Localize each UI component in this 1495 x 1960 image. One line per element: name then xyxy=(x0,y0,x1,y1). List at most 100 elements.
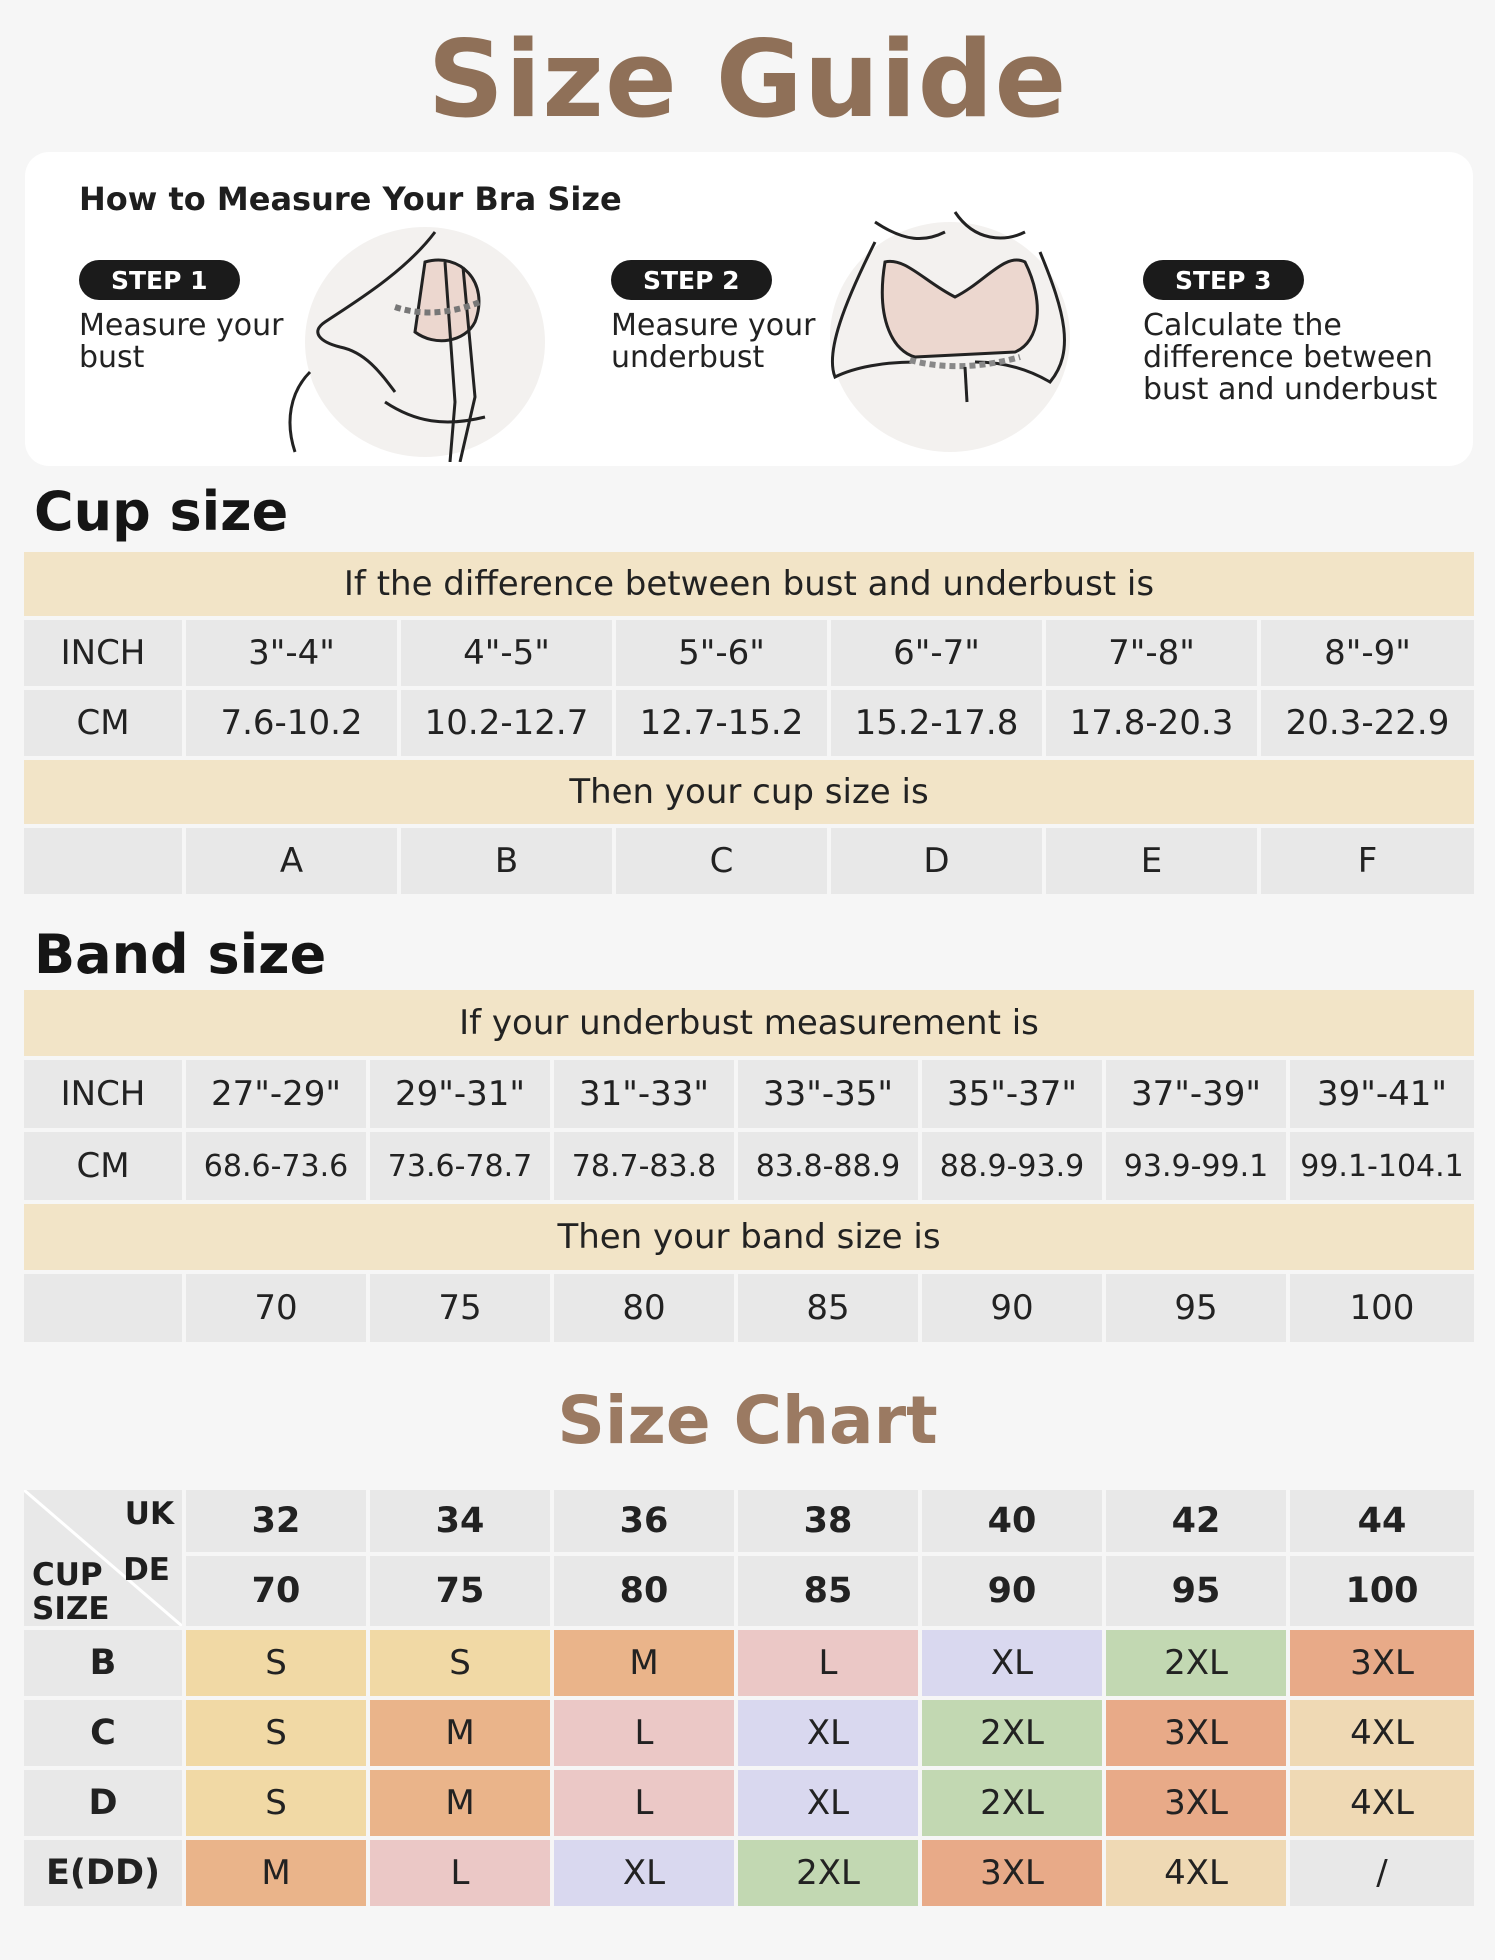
cup-cm-row: CM 7.6-10.2 10.2-12.7 12.7-15.2 15.2-17.… xyxy=(24,690,1474,756)
size-cell: L xyxy=(370,1840,550,1906)
band-inch-row: INCH 27"-29" 29"-31" 31"-33" 33"-35" 35"… xyxy=(24,1060,1474,1128)
size-cell: 2XL xyxy=(922,1700,1102,1766)
cup-banner-result: Then your cup size is xyxy=(24,760,1474,824)
step-1-text: Measure your bust xyxy=(79,308,284,375)
cup-cm-label: CM xyxy=(24,690,182,756)
band-inch-cell: 37"-39" xyxy=(1106,1060,1286,1128)
uk-size-cell: 38 xyxy=(738,1490,918,1552)
band-banner-result: Then your band size is xyxy=(24,1204,1474,1270)
cup-cm-cell: 7.6-10.2 xyxy=(186,690,397,756)
size-cell: / xyxy=(1290,1840,1474,1906)
uk-size-cell: 40 xyxy=(922,1490,1102,1552)
cup-inch-cell: 7"-8" xyxy=(1046,620,1257,686)
cup-inch-row: INCH 3"-4" 4"-5" 5"-6" 6"-7" 7"-8" 8"-9" xyxy=(24,620,1474,686)
measure-card: How to Measure Your Bra Size STEP 1 Meas… xyxy=(25,152,1473,466)
size-chart-row: E(DD) M L XL 2XL 3XL 4XL / xyxy=(24,1840,1474,1906)
size-cell: S xyxy=(186,1700,366,1766)
size-cell: 3XL xyxy=(922,1840,1102,1906)
cup-size-cell: B xyxy=(401,828,612,894)
size-cell: S xyxy=(186,1630,366,1696)
cup-size-label: CUP SIZE xyxy=(32,1557,110,1627)
uk-label: UK xyxy=(124,1496,174,1532)
cup-row-label: C xyxy=(24,1700,182,1766)
band-inch-cell: 27"-29" xyxy=(186,1060,366,1128)
step-3-text: Calculate the difference between bust an… xyxy=(1143,308,1438,407)
step-3: STEP 3 Calculate the difference between … xyxy=(1143,260,1437,406)
uk-size-cell: 32 xyxy=(186,1490,366,1552)
band-size-cell: 75 xyxy=(370,1274,550,1342)
size-cell: S xyxy=(186,1770,366,1836)
size-cell: L xyxy=(554,1770,734,1836)
uk-size-cell: 34 xyxy=(370,1490,550,1552)
de-label: DE xyxy=(123,1552,170,1588)
size-cell: L xyxy=(738,1630,918,1696)
size-cell: 3XL xyxy=(1106,1700,1286,1766)
size-cell: M xyxy=(186,1840,366,1906)
band-size-title: Band size xyxy=(34,923,327,986)
band-cm-label: CM xyxy=(24,1132,182,1200)
size-cell: L xyxy=(554,1700,734,1766)
size-cell: 3XL xyxy=(1290,1630,1474,1696)
cup-cm-cell: 15.2-17.8 xyxy=(831,690,1042,756)
step-3-badge: STEP 3 xyxy=(1143,260,1304,300)
band-size-table: If your underbust measurement is INCH 27… xyxy=(24,990,1474,1346)
size-chart-row: C S M L XL 2XL 3XL 4XL xyxy=(24,1700,1474,1766)
de-row: 70 75 80 85 90 95 100 xyxy=(186,1556,1474,1626)
band-inch-cell: 35"-37" xyxy=(922,1060,1102,1128)
size-chart-corner: UK DE CUP SIZE xyxy=(24,1490,182,1626)
size-cell: 2XL xyxy=(738,1840,918,1906)
de-size-cell: 85 xyxy=(738,1556,918,1626)
size-chart-table: UK DE CUP SIZE 32 34 36 38 40 42 44 70 75 80 85 90… xyxy=(24,1490,1474,1910)
size-cell: 2XL xyxy=(922,1770,1102,1836)
bust-measure-illustration xyxy=(285,222,565,467)
cup-inch-cell: 6"-7" xyxy=(831,620,1042,686)
cup-result-blank xyxy=(24,828,182,894)
de-size-cell: 95 xyxy=(1106,1556,1286,1626)
step-1: STEP 1 Measure your bust xyxy=(79,260,284,374)
size-chart-row: B S S M L XL 2XL 3XL xyxy=(24,1630,1474,1696)
uk-size-cell: 42 xyxy=(1106,1490,1286,1552)
cup-cm-cell: 20.3-22.9 xyxy=(1261,690,1474,756)
band-size-cell: 70 xyxy=(186,1274,366,1342)
band-inch-label: INCH xyxy=(24,1060,182,1128)
cup-inch-label: INCH xyxy=(24,620,182,686)
cup-inch-cell: 8"-9" xyxy=(1261,620,1474,686)
size-cell: 3XL xyxy=(1106,1770,1286,1836)
band-cm-cell: 68.6-73.6 xyxy=(186,1132,366,1200)
uk-row: 32 34 36 38 40 42 44 xyxy=(186,1490,1474,1552)
de-size-cell: 90 xyxy=(922,1556,1102,1626)
size-cell: XL xyxy=(738,1700,918,1766)
band-cm-cell: 73.6-78.7 xyxy=(370,1132,550,1200)
step-2: STEP 2 Measure your underbust xyxy=(611,260,816,374)
cup-size-cell: C xyxy=(616,828,827,894)
band-cm-cell: 78.7-83.8 xyxy=(554,1132,734,1200)
cup-result-row: A B C D E F xyxy=(24,828,1474,894)
cup-row-label: E(DD) xyxy=(24,1840,182,1906)
page-title: Size Guide xyxy=(427,18,1068,141)
band-cm-cell: 93.9-99.1 xyxy=(1106,1132,1286,1200)
size-cell: 4XL xyxy=(1290,1700,1474,1766)
cup-inch-cell: 4"-5" xyxy=(401,620,612,686)
size-chart-body: B S S M L XL 2XL 3XL C S M L XL 2XL 3XL 4XL D S M L XL 2XL 3XL… xyxy=(24,1630,1474,1906)
de-size-cell: 100 xyxy=(1290,1556,1474,1626)
measure-heading: How to Measure Your Bra Size xyxy=(79,180,622,218)
size-cell: XL xyxy=(554,1840,734,1906)
size-cell: 4XL xyxy=(1290,1770,1474,1836)
cup-cm-cell: 10.2-12.7 xyxy=(401,690,612,756)
band-size-cell: 85 xyxy=(738,1274,918,1342)
cup-banner-top: If the difference between bust and under… xyxy=(24,552,1474,616)
cup-size-cell: F xyxy=(1261,828,1474,894)
band-result-row: 70 75 80 85 90 95 100 xyxy=(24,1274,1474,1342)
size-cell: M xyxy=(370,1700,550,1766)
band-size-cell: 90 xyxy=(922,1274,1102,1342)
band-inch-cell: 33"-35" xyxy=(738,1060,918,1128)
band-inch-cell: 29"-31" xyxy=(370,1060,550,1128)
cup-size-cell: A xyxy=(186,828,397,894)
band-inch-cell: 31"-33" xyxy=(554,1060,734,1128)
size-chart-title: Size Chart xyxy=(557,1382,938,1459)
size-cell: M xyxy=(370,1770,550,1836)
de-size-cell: 70 xyxy=(186,1556,366,1626)
band-cm-cell: 88.9-93.9 xyxy=(922,1132,1102,1200)
cup-row-label: D xyxy=(24,1770,182,1836)
cup-size-cell: D xyxy=(831,828,1042,894)
